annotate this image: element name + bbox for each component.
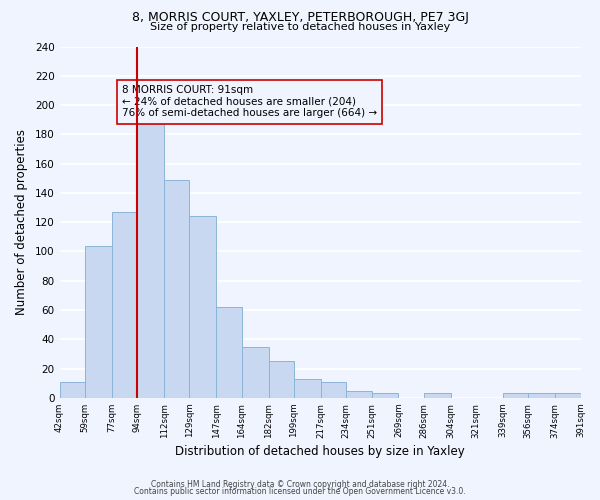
Bar	[346, 390, 371, 398]
Bar	[112, 212, 137, 398]
Bar	[190, 216, 216, 398]
Bar	[137, 106, 164, 398]
Bar	[503, 394, 528, 398]
Bar	[216, 307, 242, 398]
Bar	[269, 361, 294, 398]
Bar	[555, 394, 581, 398]
Bar	[371, 394, 398, 398]
Bar	[528, 394, 555, 398]
Bar	[85, 246, 112, 398]
Text: 8, MORRIS COURT, YAXLEY, PETERBOROUGH, PE7 3GJ: 8, MORRIS COURT, YAXLEY, PETERBOROUGH, P…	[131, 11, 469, 24]
Y-axis label: Number of detached properties: Number of detached properties	[15, 129, 28, 315]
Bar	[321, 382, 346, 398]
X-axis label: Distribution of detached houses by size in Yaxley: Distribution of detached houses by size …	[175, 444, 465, 458]
Bar	[424, 394, 451, 398]
Bar	[242, 346, 269, 398]
Text: Size of property relative to detached houses in Yaxley: Size of property relative to detached ho…	[150, 22, 450, 32]
Bar	[294, 379, 321, 398]
Bar	[164, 180, 190, 398]
Bar	[59, 382, 85, 398]
Text: Contains public sector information licensed under the Open Government Licence v3: Contains public sector information licen…	[134, 487, 466, 496]
Text: Contains HM Land Registry data © Crown copyright and database right 2024.: Contains HM Land Registry data © Crown c…	[151, 480, 449, 489]
Text: 8 MORRIS COURT: 91sqm
← 24% of detached houses are smaller (204)
76% of semi-det: 8 MORRIS COURT: 91sqm ← 24% of detached …	[122, 85, 377, 118]
